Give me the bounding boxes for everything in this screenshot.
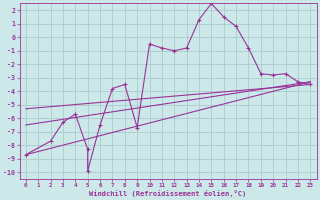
X-axis label: Windchill (Refroidissement éolien,°C): Windchill (Refroidissement éolien,°C): [90, 190, 247, 197]
